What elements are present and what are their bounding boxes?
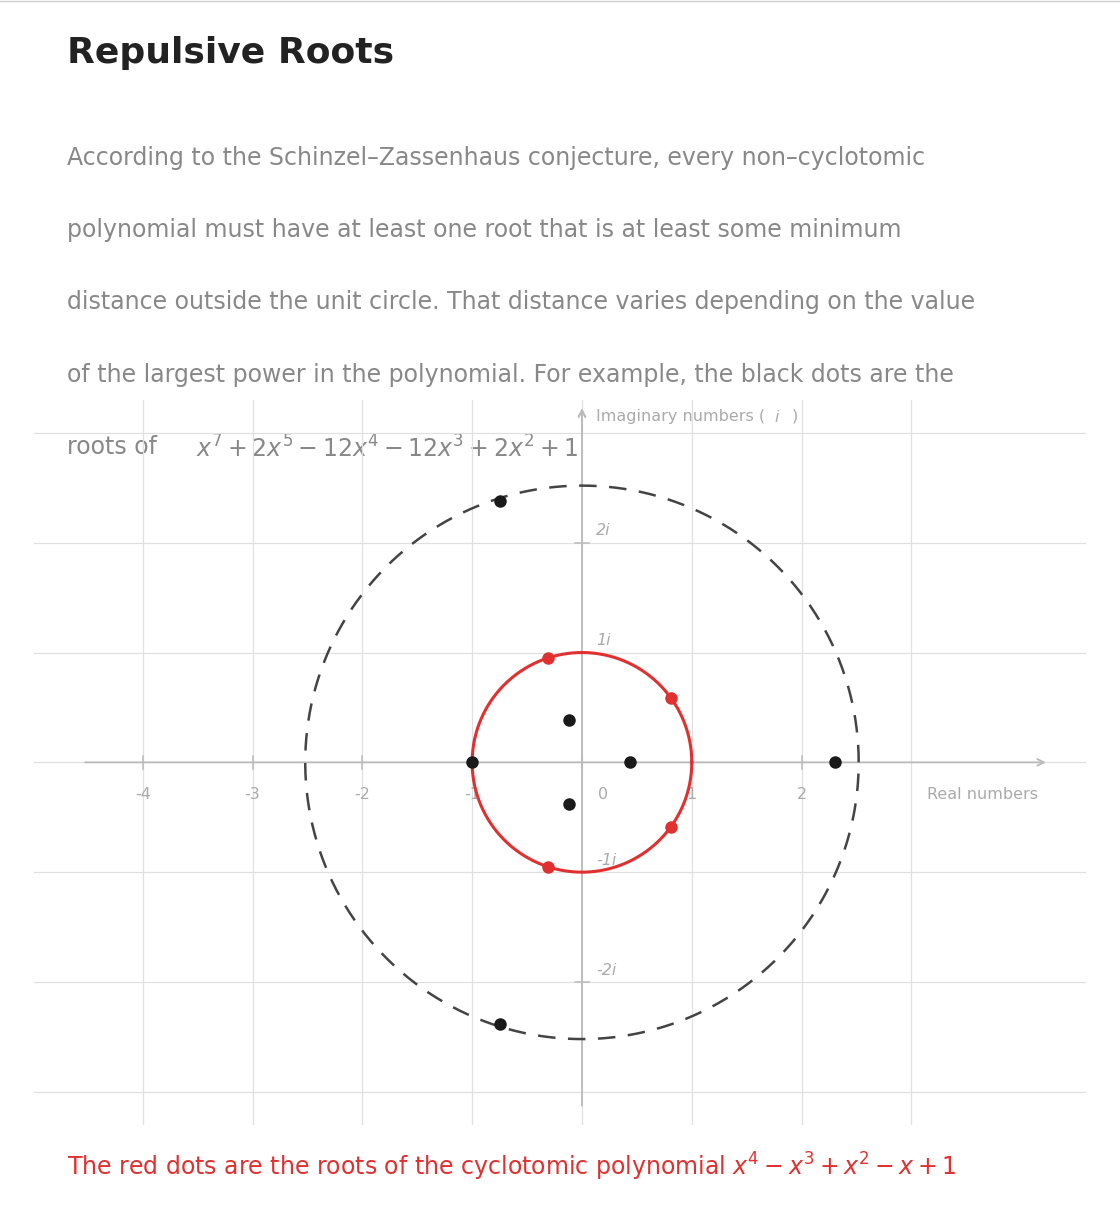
Text: distance outside the unit circle. That distance varies depending on the value: distance outside the unit circle. That d… <box>67 291 976 314</box>
Text: -2i: -2i <box>596 962 617 978</box>
Text: The red dots are the roots of the cyclotomic polynomial $x^4 - x^3 + x^2 - x + 1: The red dots are the roots of the cyclot… <box>67 1151 956 1183</box>
Text: -2: -2 <box>354 787 371 801</box>
Text: Repulsive Roots: Repulsive Roots <box>67 36 394 70</box>
Text: 2i: 2i <box>596 524 610 538</box>
Text: -1: -1 <box>464 787 480 801</box>
Text: 1: 1 <box>687 787 697 801</box>
Text: ): ) <box>792 408 797 424</box>
Text: $i$: $i$ <box>774 408 781 424</box>
Text: $x^7 + 2x^5 - 12x^4 - 12x^3 + 2x^2 + 1$: $x^7 + 2x^5 - 12x^4 - 12x^3 + 2x^2 + 1$ <box>196 435 578 463</box>
Text: 2: 2 <box>796 787 806 801</box>
Text: Imaginary numbers (: Imaginary numbers ( <box>596 408 768 424</box>
Text: 0: 0 <box>598 787 608 801</box>
Text: polynomial must have at least one root that is at least some minimum: polynomial must have at least one root t… <box>67 218 902 242</box>
Text: According to the Schinzel–Zassenhaus conjecture, every non–cyclotomic: According to the Schinzel–Zassenhaus con… <box>67 145 925 170</box>
Text: of the largest power in the polynomial. For example, the black dots are the: of the largest power in the polynomial. … <box>67 362 954 387</box>
Text: Real numbers: Real numbers <box>926 787 1038 801</box>
Text: -1i: -1i <box>596 853 617 868</box>
Text: -4: -4 <box>134 787 151 801</box>
Text: roots of: roots of <box>67 435 172 459</box>
Text: -3: -3 <box>244 787 260 801</box>
Text: 1i: 1i <box>596 633 610 648</box>
